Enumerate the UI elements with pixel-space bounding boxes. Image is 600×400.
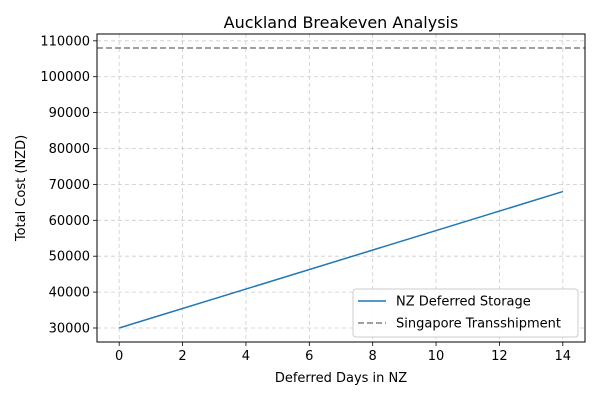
y-tick-label: 30000 bbox=[49, 322, 90, 337]
x-tick-label: 10 bbox=[428, 349, 445, 364]
chart-title: Auckland Breakeven Analysis bbox=[224, 13, 459, 32]
y-tick-label: 90000 bbox=[49, 106, 90, 121]
x-tick-label: 2 bbox=[178, 349, 186, 364]
x-tick-label: 14 bbox=[555, 349, 572, 364]
x-axis-label: Deferred Days in NZ bbox=[275, 371, 407, 386]
y-tick-label: 60000 bbox=[49, 214, 90, 229]
legend-label-nz-deferred-storage: NZ Deferred Storage bbox=[396, 295, 531, 310]
axis-ticks: 0 2 4 6 8 10 12 14 30000 40000 50000 60000 70000 8000… bbox=[40, 34, 571, 364]
x-tick-label: 12 bbox=[491, 349, 508, 364]
legend: NZ Deferred Storage Singapore Transshipm… bbox=[352, 288, 579, 338]
legend-label-singapore-transshipment: Singapore Transshipment bbox=[396, 317, 561, 332]
x-tick-label: 6 bbox=[305, 349, 313, 364]
x-tick-label: 0 bbox=[115, 349, 123, 364]
y-tick-label: 70000 bbox=[49, 178, 90, 193]
x-tick-label: 8 bbox=[369, 349, 377, 364]
y-tick-label: 100000 bbox=[40, 70, 90, 85]
y-tick-label: 50000 bbox=[49, 250, 90, 265]
y-tick-label: 110000 bbox=[40, 34, 90, 49]
legend-box bbox=[352, 288, 579, 338]
y-axis-label: Total Cost (NZD) bbox=[14, 135, 29, 242]
plot-frame bbox=[96, 33, 586, 343]
series-line-nz-deferred-storage bbox=[118, 190, 564, 329]
series-layer bbox=[97, 47, 585, 329]
y-tick-label: 80000 bbox=[49, 142, 90, 157]
x-tick-label: 4 bbox=[242, 349, 250, 364]
y-tick-label: 40000 bbox=[49, 286, 90, 301]
